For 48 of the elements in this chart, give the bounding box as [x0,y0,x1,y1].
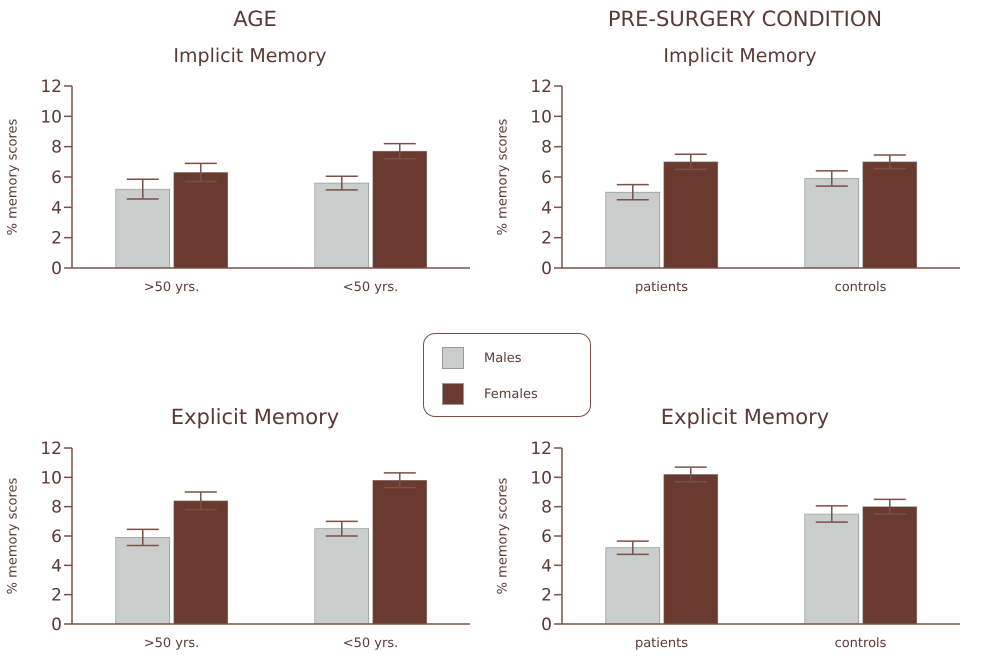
chart-subtitle: Implicit Memory [662,44,818,69]
x-tick-label: >50 yrs. [144,280,200,296]
y-axis-title: % memory scores [496,477,511,594]
y-tick-label: 4 [51,198,62,218]
y-tick-label: 10 [40,468,62,488]
x-tick-label: <50 yrs. [342,280,398,296]
x-tick-label: patients [634,636,688,652]
y-tick-label: 10 [530,107,552,128]
x-tick-label: patients [634,280,688,296]
y-tick-label: 2 [51,228,62,249]
y-tick-label: 4 [51,556,62,576]
x-tick-label: <50 yrs. [342,636,398,652]
y-tick-label: 12 [40,77,62,98]
y-tick-label: 6 [51,168,62,188]
x-tick-label: >50 yrs. [144,636,200,652]
y-tick-label: 0 [541,259,552,280]
y-tick-label: 0 [51,615,62,636]
y-tick-label: 8 [541,138,552,158]
y-tick-label: 12 [530,439,552,460]
y-tick-label: 4 [541,198,552,218]
chart-title: PRE-SURGERY CONDITION [606,6,884,33]
legend-label: Females [484,386,538,402]
y-axis-title: % memory scores [496,118,511,236]
y-tick-label: 12 [40,439,62,460]
x-tick-label: controls [834,280,887,296]
legend-label: Males [484,350,522,366]
chart-subtitle: Implicit Memory [172,44,328,69]
y-tick-label: 2 [51,586,62,606]
chart-title: Explicit Memory [170,405,340,429]
chart-title: Explicit Memory [660,405,830,429]
y-tick-label: 2 [541,586,552,606]
y-tick-label: 2 [541,228,552,249]
y-tick-label: 10 [530,468,552,488]
x-tick-label: controls [834,636,887,652]
y-tick-label: 6 [51,527,62,548]
y-tick-label: 8 [51,498,62,518]
y-tick-label: 0 [51,259,62,280]
y-tick-label: 10 [40,107,62,128]
y-axis-title: % memory scores [6,118,21,236]
y-tick-label: 0 [541,615,552,636]
chart-title: AGE [232,6,278,33]
y-tick-label: 8 [51,138,62,158]
y-tick-label: 8 [541,498,552,518]
y-tick-label: 4 [541,556,552,576]
y-tick-label: 6 [541,527,552,548]
y-tick-label: 6 [541,168,552,188]
y-axis-title: % memory scores [6,477,21,594]
y-tick-label: 12 [530,77,552,98]
